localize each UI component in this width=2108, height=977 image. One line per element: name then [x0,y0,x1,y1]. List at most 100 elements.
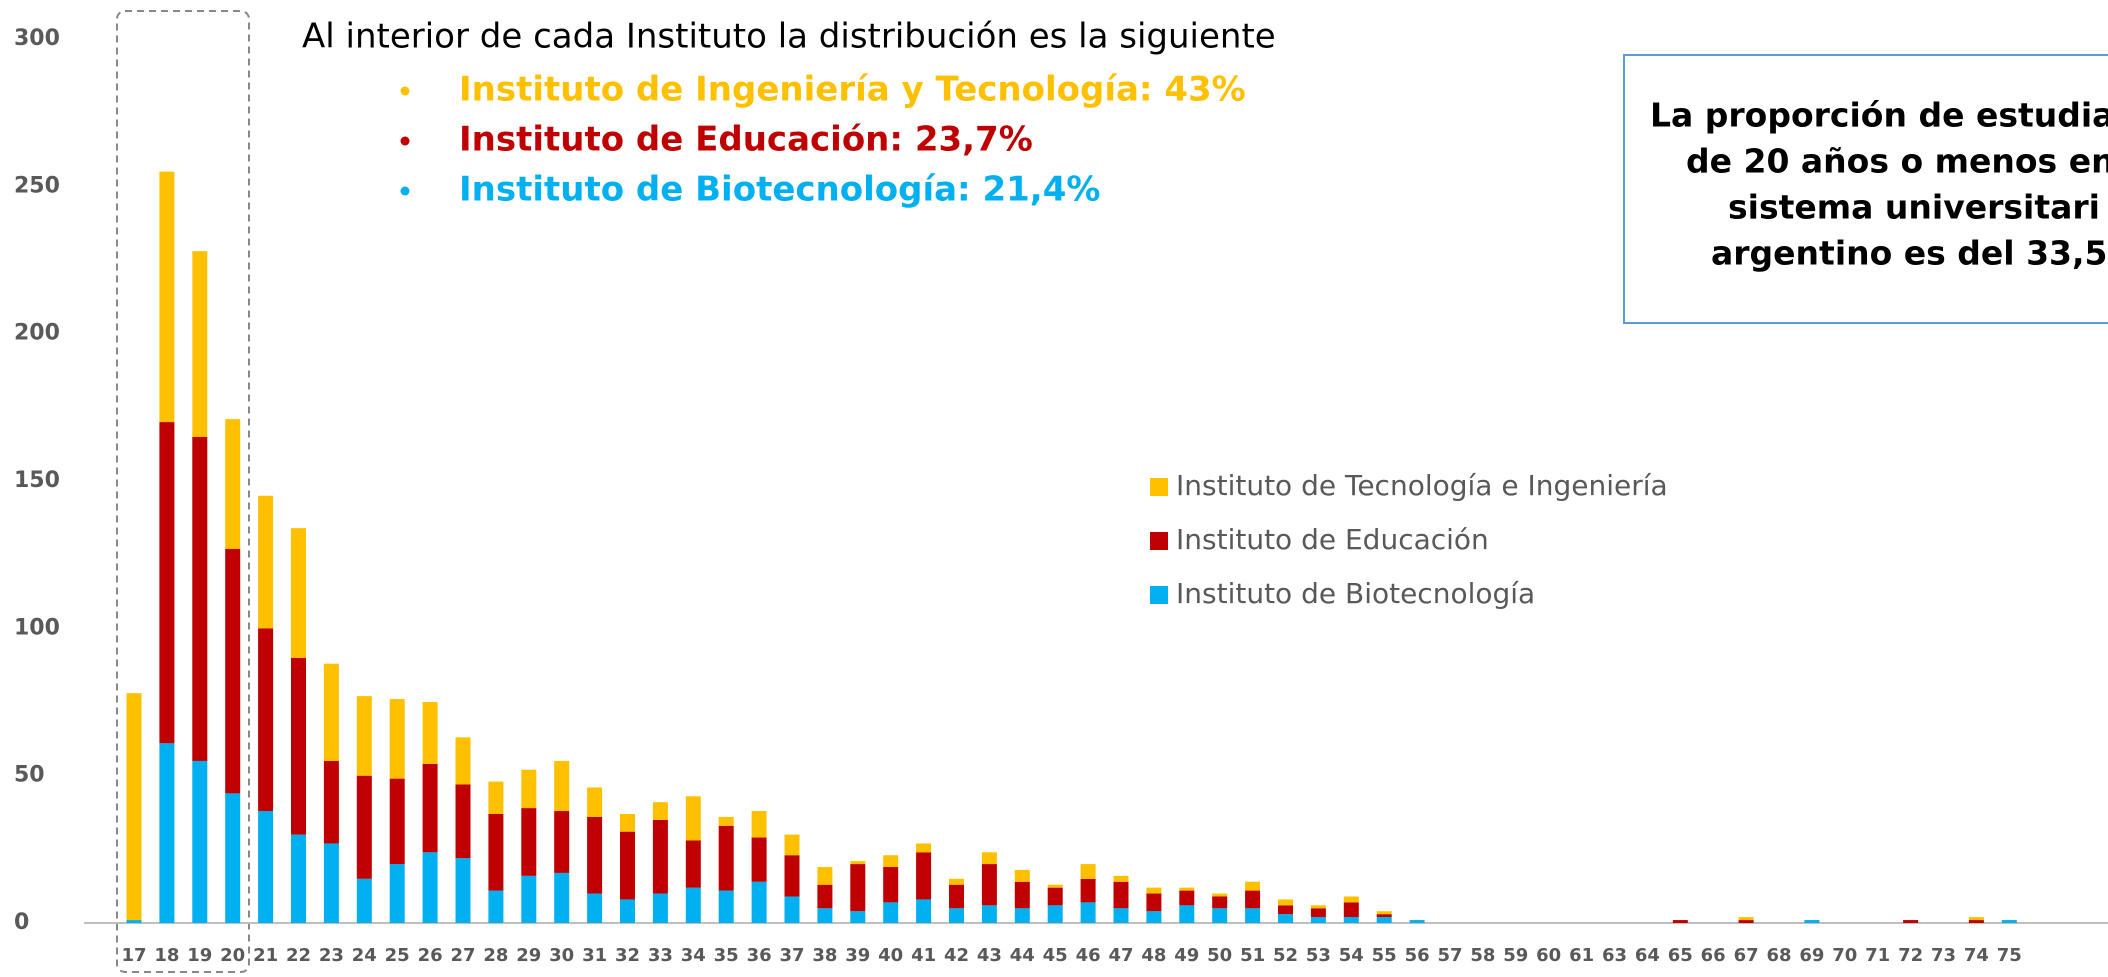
x-tick-label: 66 [1701,945,1726,966]
bar-segment [916,899,932,923]
note-box [1623,54,2108,324]
bar-segment [1179,890,1195,906]
bar-segment [1310,908,1326,918]
bar-segment [455,784,471,859]
bar-segment [1047,887,1063,906]
bar-segment [2001,920,2017,923]
x-tick-label: 34 [681,945,706,966]
bar-segment [159,171,175,423]
x-tick-label: 58 [1470,945,1495,966]
bar-segment [291,834,306,923]
bar-segment [356,696,372,776]
bar-segment [159,422,175,744]
bar-segment [225,793,241,923]
bar-segment [1146,893,1162,912]
x-tick-label: 68 [1766,945,1791,966]
bullet-text: Instituto de Educación: 23,7% [459,120,1033,160]
bar-segment [554,872,570,923]
bar-segment [1245,908,1261,923]
bar-segment [817,908,833,923]
y-tick-label: 150 [14,468,60,493]
x-tick-label: 41 [911,945,936,966]
highlight-box [116,10,250,973]
bar-segment [685,887,701,923]
bar-segment [1212,896,1228,909]
x-tick-label: 19 [187,945,212,966]
bar-segment [225,548,241,794]
x-tick-label: 64 [1635,945,1660,966]
bar-segment [949,878,964,885]
x-tick-label: 50 [1207,945,1232,966]
bar-segment [356,878,372,923]
x-tick-label: 55 [1372,945,1397,966]
bar-segment [1080,878,1096,903]
bar-segment [1113,908,1129,923]
x-tick-label: 32 [615,945,640,966]
y-tick-label: 250 [14,173,60,198]
bar-segment [1968,920,1984,923]
x-tick-label: 27 [450,945,475,966]
bar-segment [1212,893,1228,897]
x-tick-label: 18 [154,945,179,966]
x-tick-label: 53 [1306,945,1331,966]
x-tick-label: 25 [385,945,410,966]
bar-segment [1343,917,1359,923]
x-tick-label: 56 [1405,945,1430,966]
bar-segment [422,852,438,923]
bar-segment [587,893,603,923]
bar-segment [1113,881,1129,909]
bar-segment [751,811,767,838]
bar-segment [192,436,208,761]
bar-segment [1738,917,1754,921]
bar-segment [1738,920,1754,923]
x-tick-label: 42 [944,945,969,966]
x-tick-label: 37 [779,945,804,966]
bar-segment [1343,902,1359,918]
bar-segment [258,811,274,923]
bar-segment [916,852,932,900]
bar-segment [620,899,635,923]
note-line: La proporción de estudia [1650,96,2108,135]
bar-segment [1146,911,1162,923]
x-tick-label: 40 [878,945,903,966]
legend-swatch [1150,532,1168,550]
x-tick-label: 74 [1964,945,1989,966]
bar-segment [258,628,274,812]
x-tick-label: 29 [516,945,541,966]
bullet-text: Instituto de Biotecnología: 21,4% [459,170,1100,210]
x-tick-label: 43 [977,945,1002,966]
x-tick-label: 73 [1931,945,1956,966]
bar-segment [949,884,964,909]
bar-segment [850,864,866,912]
x-tick-label: 69 [1799,945,1824,966]
x-tick-label: 59 [1503,945,1528,966]
bar-segment [521,875,537,923]
x-tick-label: 45 [1043,945,1068,966]
x-tick-label: 33 [648,945,673,966]
x-tick-label: 39 [845,945,870,966]
bar-segment [883,855,899,868]
bar-segment [1080,902,1096,923]
x-tick-label: 63 [1602,945,1627,966]
bar-segment [1343,896,1359,903]
bar-segment [1179,905,1195,923]
x-tick-label: 72 [1898,945,1923,966]
bar-segment [784,896,800,923]
bar-segment [1376,911,1392,915]
x-tick-label: 70 [1832,945,1857,966]
bar-segment [389,699,405,779]
bar-segment [159,743,175,923]
bar-segment [521,808,537,876]
bar-segment [1376,917,1392,923]
bar-segment [981,852,997,865]
bar-segment [126,693,142,921]
bar-segment [291,528,306,658]
bar-segment [587,787,603,817]
x-tick-label: 47 [1108,945,1133,966]
bar-segment [422,702,438,764]
bar-segment [488,890,504,923]
bullet-text: Instituto de Ingeniería y Tecnología: 43… [459,70,1246,110]
bar-segment [291,657,306,835]
note-line: argentino es del 33,5 [1711,234,2108,273]
